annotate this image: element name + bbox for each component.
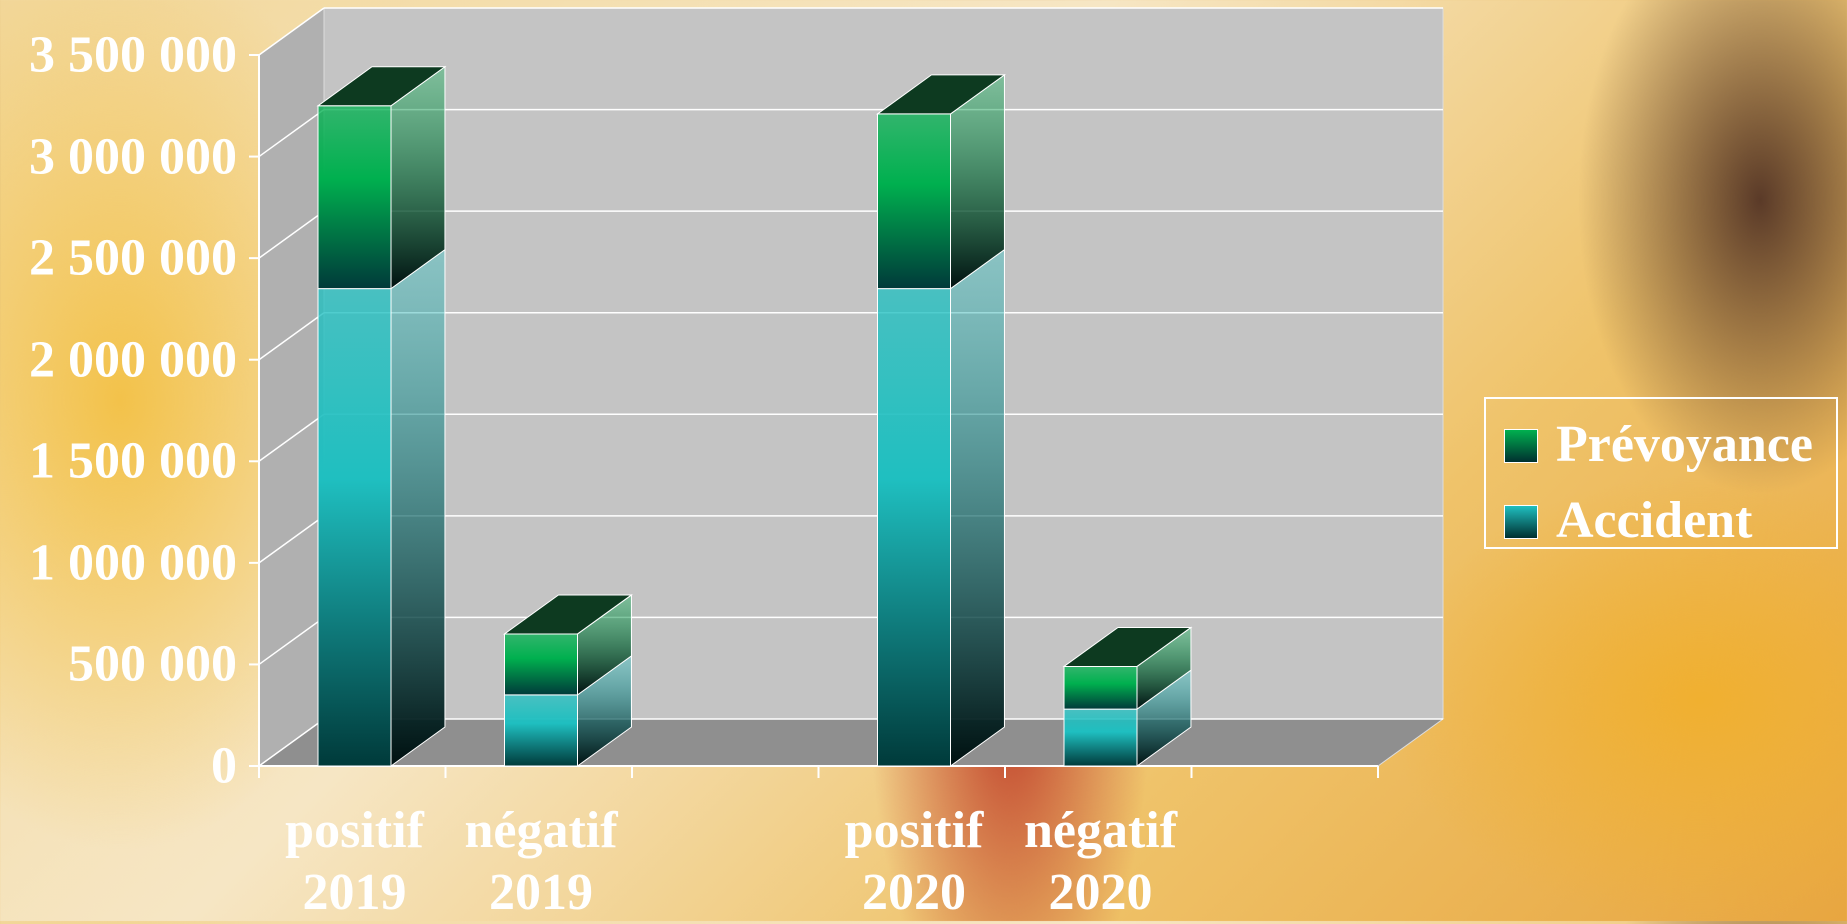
y-tick-label: 1 000 000 xyxy=(29,534,237,592)
legend: Prévoyance Accident xyxy=(1484,397,1838,549)
bar-top xyxy=(502,594,633,635)
legend-swatch xyxy=(1504,505,1538,539)
bar xyxy=(317,105,392,290)
bar xyxy=(1063,708,1138,767)
grid-line-side xyxy=(258,108,325,158)
side-wall xyxy=(258,7,325,767)
y-tick-label: 3 500 000 xyxy=(29,26,237,84)
grid-line-side xyxy=(258,413,325,462)
grid-line-side xyxy=(258,312,325,361)
bar xyxy=(504,694,578,767)
grid-line-side xyxy=(258,7,325,56)
legend-swatch xyxy=(1504,429,1538,463)
bar xyxy=(1063,665,1138,710)
x-tick-label: négatif 2019 xyxy=(464,802,618,921)
bar-side xyxy=(390,248,446,767)
bar xyxy=(504,633,578,696)
legend-label: Accident xyxy=(1556,492,1753,549)
y-tick-label: 0 xyxy=(211,737,237,795)
x-tick-label: négatif 2020 xyxy=(1023,802,1178,921)
bar-top xyxy=(1062,626,1193,667)
grid-line-side xyxy=(258,616,325,666)
bar-top xyxy=(316,66,447,107)
y-tick-label: 3 000 000 xyxy=(29,128,237,186)
grid-line-side xyxy=(258,210,325,259)
x-tick-label: positif 2020 xyxy=(844,802,984,921)
bar-top xyxy=(875,74,1006,115)
y-tick-label: 500 000 xyxy=(68,635,237,693)
bar xyxy=(877,113,951,290)
legend-label: Prévoyance xyxy=(1556,416,1814,473)
grid-line-side xyxy=(258,515,325,564)
y-tick-label: 1 500 000 xyxy=(29,432,237,490)
x-tick-label: positif 2019 xyxy=(285,802,424,921)
y-tick-label: 2 500 000 xyxy=(29,229,237,287)
bar-side xyxy=(950,248,1005,767)
grid-line-side xyxy=(258,718,325,767)
bar xyxy=(877,288,951,767)
y-tick-label: 2 000 000 xyxy=(29,331,237,389)
bar xyxy=(317,288,392,767)
